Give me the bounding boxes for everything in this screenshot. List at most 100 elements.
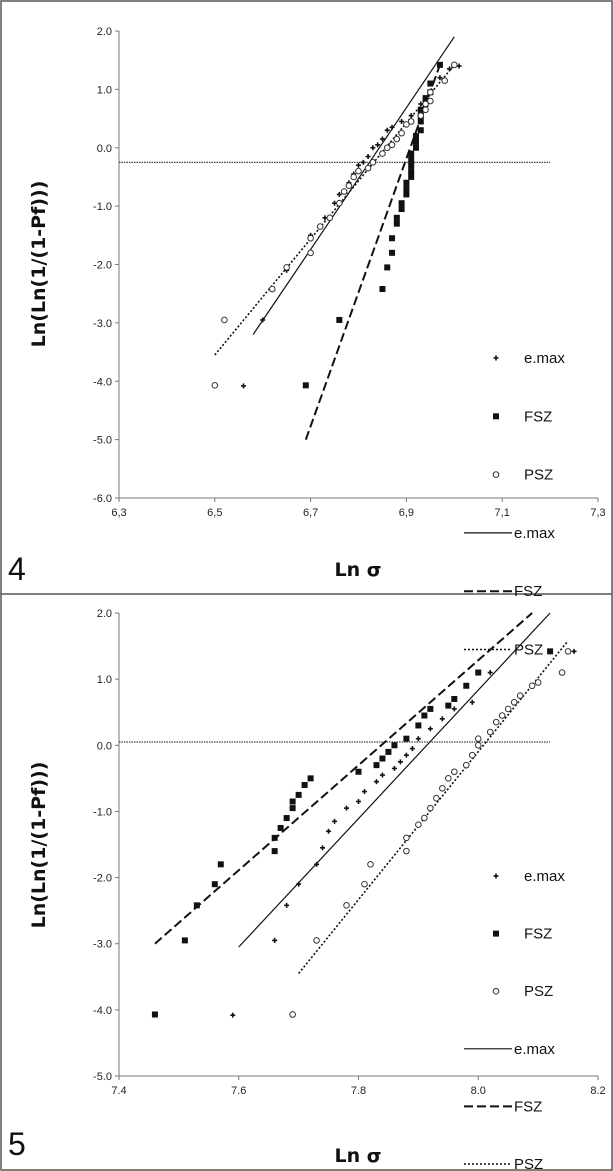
data-point (307, 775, 314, 782)
data-point (412, 138, 419, 145)
data-point (399, 118, 405, 124)
data-point (365, 154, 371, 160)
y-tick-label: -3.0 (93, 318, 112, 330)
data-point (558, 669, 566, 676)
legend-marker (493, 413, 499, 420)
data-point (326, 828, 332, 834)
data-point (403, 179, 410, 186)
data-point (393, 135, 401, 143)
data-point (398, 206, 405, 213)
data-point (415, 821, 422, 828)
data-point (283, 815, 290, 822)
data-point (571, 648, 577, 654)
legend-label: FSZ (514, 1098, 542, 1115)
data-point (350, 173, 358, 181)
y-axis-title: Ln(Ln(1/(1-Pf))) (28, 762, 50, 929)
x-tick-label: 6,9 (399, 507, 414, 519)
data-point (332, 818, 338, 824)
data-point (320, 845, 326, 851)
data-point (439, 784, 446, 792)
data-point (498, 712, 506, 719)
data-point (385, 748, 392, 755)
data-point (427, 80, 434, 87)
data-point (408, 173, 415, 180)
data-point (384, 127, 390, 133)
data-point (427, 804, 434, 812)
data-point (289, 805, 296, 812)
data-point (367, 861, 374, 868)
data-point (409, 746, 415, 752)
data-point (230, 1012, 236, 1018)
legend-item: e.max (493, 350, 565, 367)
data-point (384, 264, 391, 271)
data-point (356, 799, 361, 805)
data-point (361, 789, 367, 795)
data-point (375, 142, 381, 148)
y-tick-label: -5.0 (93, 435, 112, 447)
y-tick-label: -3.0 (93, 939, 112, 951)
x-tick-label: 7,1 (495, 507, 510, 519)
data-point (295, 791, 302, 798)
data-point (217, 861, 224, 868)
data-point (407, 118, 415, 125)
data-point (451, 706, 457, 712)
data-point (307, 249, 314, 257)
legend-item: PSZ (492, 467, 553, 484)
legend-marker (493, 873, 499, 879)
x-tick-label: 6,3 (111, 507, 126, 519)
x-tick-label: 6,7 (303, 507, 318, 519)
data-point (427, 726, 433, 732)
y-tick-label: 0.0 (97, 740, 112, 752)
data-point (340, 188, 348, 195)
data-point (417, 106, 424, 113)
data-point (301, 781, 308, 788)
data-point (408, 162, 415, 169)
data-point (360, 159, 366, 165)
series-e-max (241, 63, 462, 389)
data-point (415, 722, 422, 729)
x-tick-label: 7.8 (351, 1085, 366, 1097)
data-point (528, 682, 536, 690)
x-axis-title: Ln σ (334, 559, 381, 581)
legend-item: PSZ (492, 983, 553, 1000)
series-e-max (230, 648, 577, 1018)
legend-item: FSZ (464, 1098, 542, 1115)
y-tick-label: -1.0 (93, 201, 112, 213)
data-point (445, 702, 452, 709)
data-point (393, 220, 400, 227)
data-point (369, 159, 377, 166)
legend-label: PSZ (514, 642, 543, 659)
data-point (379, 772, 385, 778)
data-point (417, 112, 425, 119)
legend-label: PSZ (524, 983, 553, 1000)
data-point (408, 150, 415, 157)
legend-label: FSZ (524, 408, 552, 425)
series-psz (289, 648, 572, 1018)
legend-label: FSZ (514, 583, 542, 600)
y-tick-label: -2.0 (93, 873, 112, 885)
x-tick-label: 7.6 (231, 1085, 246, 1097)
chart-panel-5: 5 Ln σ Ln(Ln(1/(1-Pf))) -5.0 -4.0 -3.0 -2.0… (8, 608, 606, 1171)
data-point (370, 145, 376, 151)
fit-line-fsz (154, 612, 533, 945)
data-point (547, 648, 554, 655)
data-point (355, 768, 362, 775)
fit-line-psz (214, 64, 455, 356)
data-point (564, 648, 572, 655)
data-point (283, 264, 290, 271)
data-point (344, 805, 350, 811)
data-point (393, 214, 400, 221)
data-point (439, 716, 445, 722)
data-point (408, 113, 414, 119)
data-point (391, 765, 397, 771)
x-axis-title: Ln σ (334, 1145, 381, 1167)
data-point (373, 762, 380, 769)
series-fsz (151, 648, 554, 1018)
data-point (397, 759, 403, 765)
fit-line-e-max (252, 36, 455, 335)
y-tick-label: 0.0 (97, 143, 112, 155)
data-point (441, 77, 449, 84)
chart-panel-4: 4 Ln σ Ln(Ln(1/(1-Pf))) -6.0 -5.0 -4.0 -3.0… (8, 26, 606, 659)
data-point (422, 100, 429, 108)
data-point (451, 61, 458, 69)
